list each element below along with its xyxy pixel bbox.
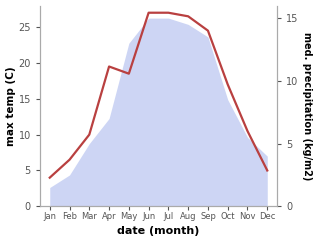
X-axis label: date (month): date (month) [117,227,200,236]
Y-axis label: max temp (C): max temp (C) [5,66,16,146]
Y-axis label: med. precipitation (kg/m2): med. precipitation (kg/m2) [302,32,313,180]
